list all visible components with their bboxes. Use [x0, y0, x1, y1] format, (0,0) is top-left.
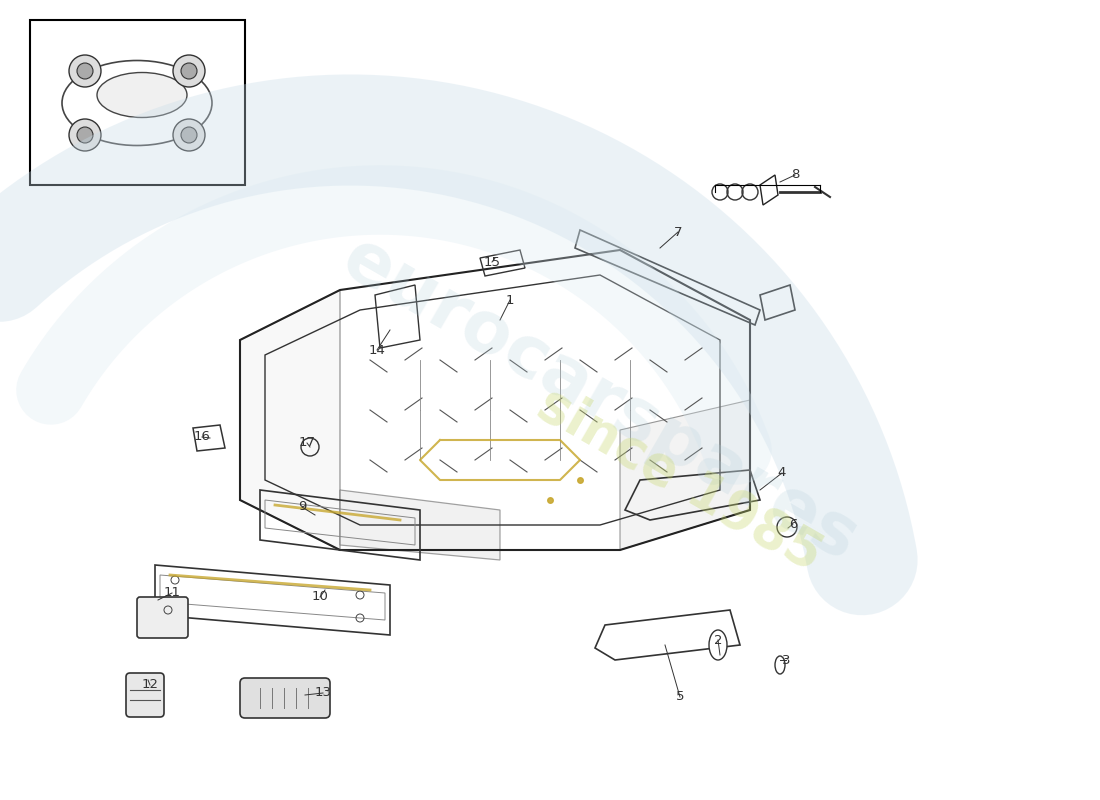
Circle shape — [173, 55, 205, 87]
Text: 1: 1 — [506, 294, 515, 306]
Ellipse shape — [62, 61, 212, 146]
Ellipse shape — [710, 630, 727, 660]
FancyBboxPatch shape — [30, 20, 245, 185]
Circle shape — [69, 55, 101, 87]
Text: 15: 15 — [484, 255, 500, 269]
Text: 11: 11 — [164, 586, 180, 599]
Text: 16: 16 — [194, 430, 210, 443]
Circle shape — [77, 127, 94, 143]
Text: 5: 5 — [675, 690, 684, 703]
FancyBboxPatch shape — [138, 597, 188, 638]
Text: 12: 12 — [142, 678, 158, 691]
Circle shape — [182, 63, 197, 79]
Text: 2: 2 — [714, 634, 723, 646]
Text: since 1985: since 1985 — [529, 378, 832, 582]
Ellipse shape — [776, 656, 785, 674]
Text: 9: 9 — [298, 501, 306, 514]
Polygon shape — [240, 290, 340, 550]
Text: 13: 13 — [315, 686, 331, 699]
Circle shape — [77, 63, 94, 79]
Text: 4: 4 — [778, 466, 786, 479]
Circle shape — [69, 119, 101, 151]
Polygon shape — [340, 490, 500, 560]
Circle shape — [182, 127, 197, 143]
Text: 3: 3 — [782, 654, 790, 666]
Polygon shape — [620, 400, 750, 550]
Text: 10: 10 — [311, 590, 329, 603]
Text: eurocarspares: eurocarspares — [330, 224, 870, 576]
Text: 8: 8 — [791, 169, 800, 182]
Ellipse shape — [97, 73, 187, 118]
Text: 6: 6 — [789, 518, 797, 530]
FancyBboxPatch shape — [126, 673, 164, 717]
Text: 14: 14 — [368, 343, 385, 357]
Circle shape — [173, 119, 205, 151]
Text: 7: 7 — [673, 226, 682, 238]
FancyBboxPatch shape — [240, 678, 330, 718]
Text: 17: 17 — [298, 437, 316, 450]
